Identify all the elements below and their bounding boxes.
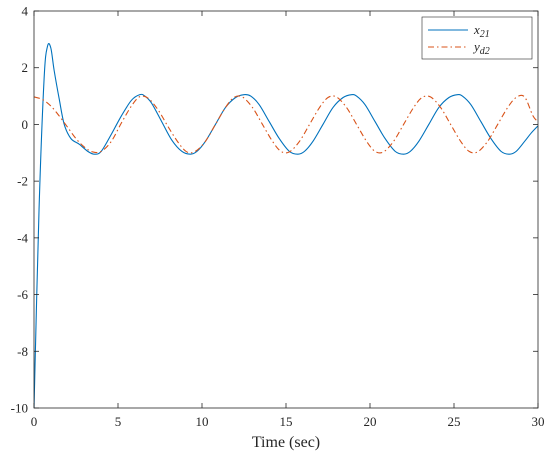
y-tick-label: -10: [11, 401, 28, 416]
ticks-layer: 0 5 10 15 20 25 30 -10 -8 -6 -4 -2 0 2 4: [11, 4, 545, 430]
axes-box: [33, 10, 539, 409]
legend-label-x21: x21: [473, 22, 490, 40]
y-tick-label: 2: [22, 60, 29, 75]
series-layer: [34, 43, 538, 408]
series-line-x21: [34, 43, 538, 408]
y-tick-label: 0: [22, 117, 29, 132]
legend-label-sub: d2: [480, 46, 490, 57]
x-tick-label: 10: [196, 414, 209, 429]
series-line-yd2: [34, 94, 538, 154]
x-tick-label: 5: [115, 414, 122, 429]
legend-label-main: y: [472, 39, 480, 54]
y-tick-label: 4: [22, 4, 29, 19]
x-tick-label: 0: [31, 414, 38, 429]
legend-label-sub: 21: [480, 29, 490, 40]
x-tick-label: 20: [364, 414, 377, 429]
legend-label-main: x: [473, 22, 480, 37]
legend-label-yd2: yd2: [472, 39, 490, 57]
y-tick-label: -8: [17, 344, 28, 359]
legend-box: [421, 16, 533, 60]
x-tick-label: 30: [532, 414, 545, 429]
y-tick-label: -4: [17, 230, 28, 245]
y-tick-label: -6: [17, 287, 28, 302]
x-axis-label: Time (sec): [252, 434, 320, 451]
x-tick-label: 25: [448, 414, 461, 429]
y-tick-label: -2: [17, 174, 28, 189]
x-tick-label: 15: [280, 414, 293, 429]
